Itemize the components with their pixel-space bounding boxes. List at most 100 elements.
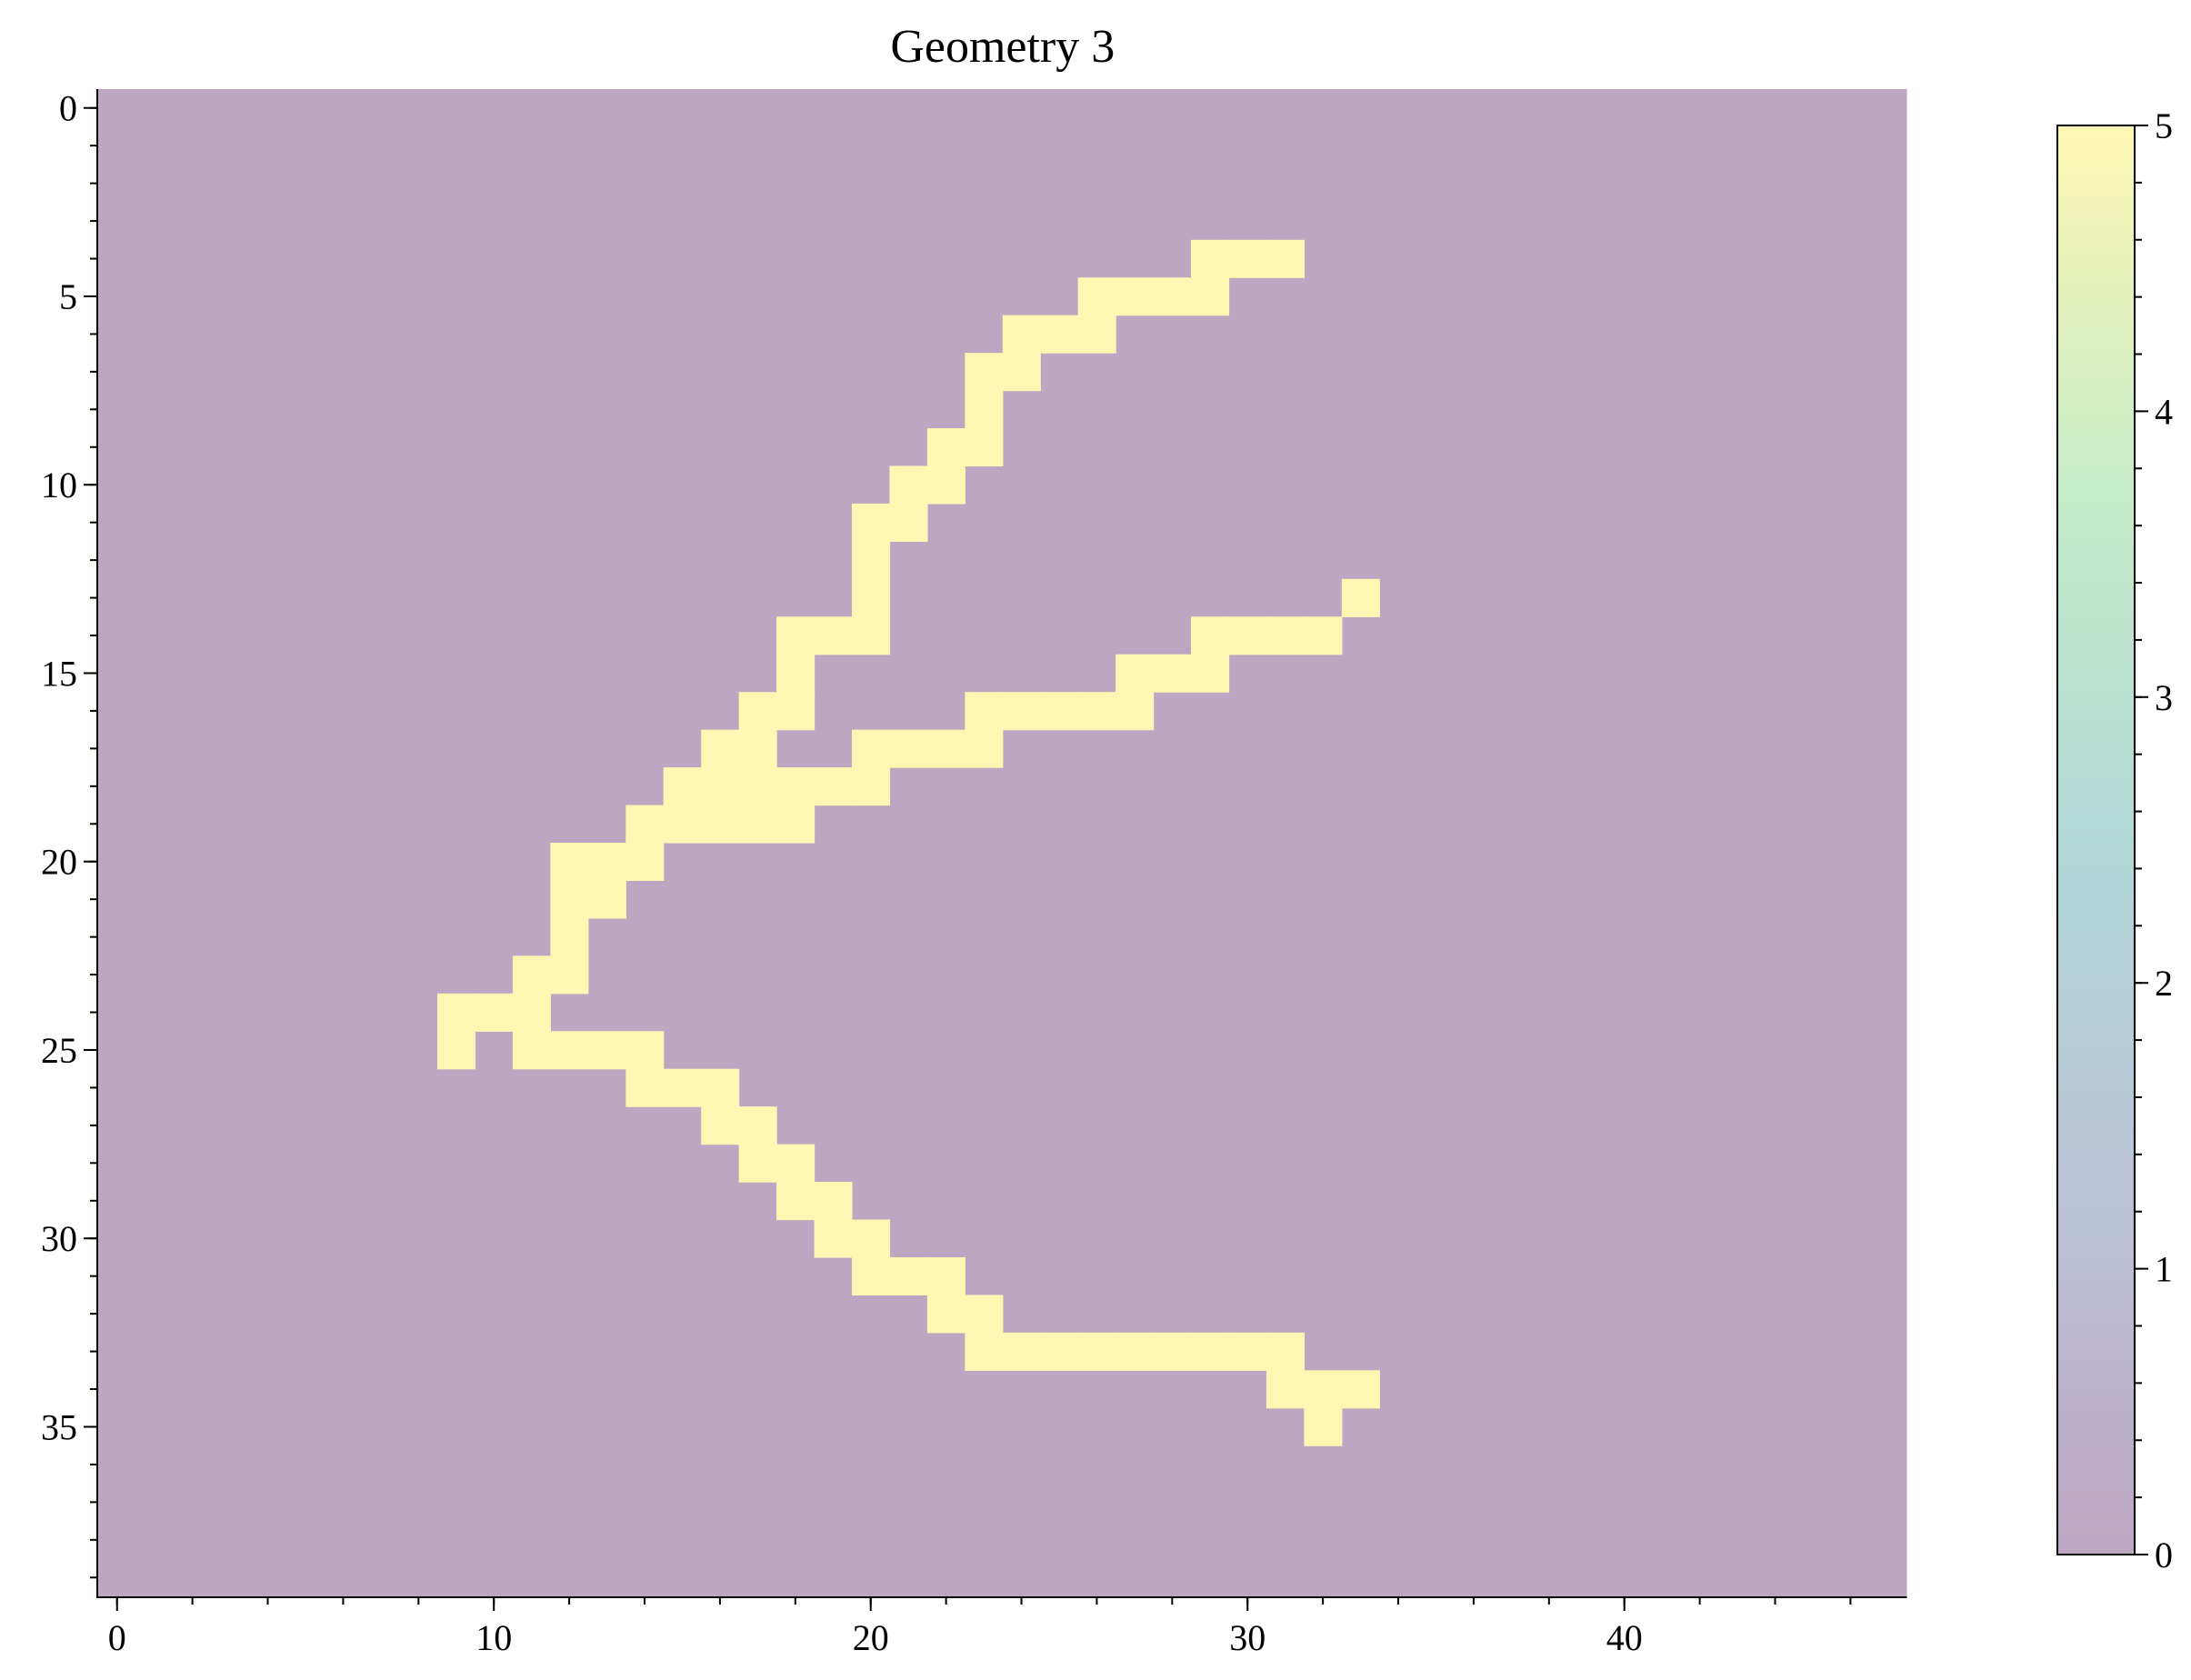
- heatmap-cell: [965, 390, 1004, 429]
- heatmap-cell: [587, 880, 626, 919]
- heatmap-cell: [550, 1031, 589, 1070]
- heatmap-cell: [965, 1332, 1004, 1371]
- y-tick-label: 5: [59, 276, 77, 317]
- heatmap-cell: [1191, 654, 1230, 693]
- heatmap-cell: [776, 692, 815, 731]
- heatmap-cell: [926, 465, 965, 505]
- heatmap-cell: [1228, 239, 1267, 278]
- heatmap-cell: [889, 503, 928, 542]
- heatmap-cell: [701, 1068, 740, 1107]
- y-tick-label: 25: [41, 1030, 77, 1071]
- colorbar-tick-label: 4: [2155, 391, 2173, 432]
- x-tick-label: 10: [475, 1617, 512, 1658]
- heatmap-cell: [738, 729, 777, 768]
- heatmap-cell: [663, 1068, 702, 1107]
- y-tick-label: 0: [59, 88, 77, 129]
- heatmap-cell: [814, 767, 853, 806]
- heatmap-cell: [814, 616, 853, 655]
- colorbar: 0 1 2 3 4 5: [2056, 105, 2173, 1575]
- heatmap-cell: [1116, 654, 1155, 693]
- heatmap-cell: [587, 1031, 626, 1070]
- heatmap-cell: [1002, 353, 1041, 392]
- heatmap-cell: [550, 955, 589, 995]
- heatmap-cell: [814, 1219, 853, 1258]
- heatmap-cell: [550, 917, 589, 956]
- heatmap-cell: [512, 955, 551, 995]
- heatmap-cell: [965, 428, 1004, 467]
- heatmap-cell: [1191, 1332, 1230, 1371]
- heatmap-cell: [814, 1182, 853, 1221]
- heatmap-cell: [1077, 277, 1116, 316]
- heatmap-cell: [625, 1031, 665, 1070]
- heatmap-cell: [889, 465, 928, 505]
- heatmap-cell: [738, 805, 777, 844]
- heatmap-cell: [512, 1031, 551, 1070]
- heatmap-cell: [1116, 277, 1155, 316]
- heatmap-cell: [852, 1219, 891, 1258]
- heatmap-cell: [1228, 1332, 1267, 1371]
- heatmap-cell: [926, 428, 965, 467]
- heatmap-cell: [926, 1256, 965, 1295]
- heatmap-plot-area: [98, 89, 1907, 1596]
- heatmap-cell: [1002, 315, 1041, 354]
- heatmap-cell: [437, 993, 476, 1032]
- heatmap-cell: [1116, 1332, 1155, 1371]
- heatmap-cell: [776, 1144, 815, 1183]
- heatmap-cell: [852, 616, 891, 655]
- x-tick-label: 20: [853, 1617, 889, 1658]
- heatmap-cell: [1002, 1332, 1041, 1371]
- heatmap-cell: [965, 692, 1004, 731]
- heatmap-cell: [475, 993, 514, 1032]
- heatmap-cell: [1153, 654, 1192, 693]
- colorbar-tick-label: 1: [2155, 1249, 2173, 1290]
- heatmap-cell: [1040, 315, 1079, 354]
- heatmap-cell: [701, 1106, 740, 1145]
- y-tick-label: 15: [41, 653, 77, 694]
- heatmap-cell: [701, 729, 740, 768]
- colorbar-tick-label: 2: [2155, 963, 2173, 1004]
- heatmap-cell: [512, 993, 551, 1032]
- heatmap-cell: [701, 805, 740, 844]
- heatmap-cell: [1002, 692, 1041, 731]
- heatmap-cell: [965, 1295, 1004, 1334]
- chart-title: Geometry 3: [890, 21, 1115, 73]
- heatmap-cell: [625, 843, 665, 882]
- colorbar-tick-label: 3: [2155, 677, 2173, 718]
- heatmap-cell: [550, 880, 589, 919]
- y-tick-label: 10: [41, 465, 77, 505]
- heatmap-cell: [437, 1031, 476, 1070]
- heatmap-cell: [926, 729, 965, 768]
- heatmap-cell: [1077, 1332, 1116, 1371]
- heatmap-cell: [889, 1256, 928, 1295]
- heatmap-cell: [1341, 578, 1380, 617]
- colorbar-tick-label: 0: [2155, 1535, 2173, 1575]
- heatmap-cell: [738, 692, 777, 731]
- heatmap-cell: [1266, 1370, 1305, 1409]
- heatmap-cell: [1191, 616, 1230, 655]
- heatmap-cell: [1304, 1407, 1343, 1446]
- heatmap-cell: [1153, 1332, 1192, 1371]
- heatmap-cell: [1304, 616, 1343, 655]
- heatmap-cell: [852, 729, 891, 768]
- heatmap-cell: [776, 767, 815, 806]
- heatmap-cell: [852, 767, 891, 806]
- colorbar-gradient: [2056, 125, 2136, 1555]
- heatmap-cell: [1304, 1370, 1343, 1409]
- x-tick-label: 40: [1606, 1617, 1643, 1658]
- heatmap-cell: [852, 1256, 891, 1295]
- heatmap-cell: [965, 353, 1004, 392]
- heatmap-cell: [852, 503, 891, 542]
- heatmap-cell: [1040, 692, 1079, 731]
- x-tick-label: 30: [1229, 1617, 1266, 1658]
- y-tick-label: 35: [41, 1406, 77, 1447]
- heatmap-cell: [1116, 692, 1155, 731]
- heatmap-cell: [550, 843, 589, 882]
- heatmap-cell: [776, 1182, 815, 1221]
- heatmap-cell: [965, 729, 1004, 768]
- colorbar-tick-label: 5: [2155, 105, 2173, 146]
- heatmap-cell: [1228, 616, 1267, 655]
- heatmap-cell: [1191, 239, 1230, 278]
- heatmap-cell: [776, 654, 815, 693]
- y-tick-label: 20: [41, 842, 77, 883]
